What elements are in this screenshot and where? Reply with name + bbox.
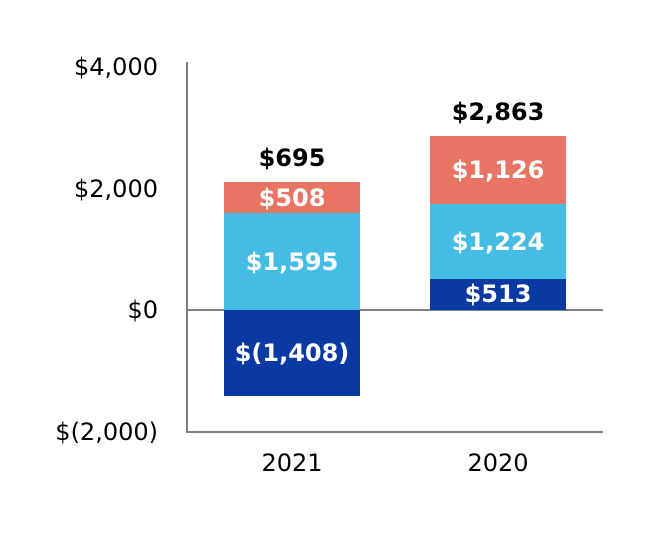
bar-2021-coral-segment	[224, 182, 360, 214]
bar-2021-sky-segment	[224, 213, 360, 310]
y-tick-label: $2,000	[74, 174, 158, 203]
zero-baseline	[186, 309, 603, 311]
y-tick-label: $4,000	[74, 53, 158, 81]
bar-2020-sky-segment	[430, 204, 566, 279]
x-axis-bottom-line	[186, 430, 603, 433]
x-category-label: 2021	[261, 449, 323, 477]
segment-value-label: $1,595	[245, 247, 339, 276]
segment-value-label: $508	[258, 183, 326, 212]
segment-value-label: $1,224	[451, 227, 545, 256]
bar-2021-navy-segment	[224, 310, 360, 396]
x-category-label: 2020	[467, 449, 529, 477]
segment-value-label: $(1,408)	[234, 338, 350, 367]
bar-total-label: $2,863	[451, 98, 545, 127]
y-axis-line	[186, 62, 188, 433]
bar-2020-coral-segment	[430, 136, 566, 205]
segment-value-label: $1,126	[451, 156, 545, 185]
y-tick-label: $0	[127, 296, 158, 324]
segment-value-label: $513	[464, 280, 532, 309]
bar-2020-navy-segment	[430, 278, 566, 310]
y-tick-label: $(2,000)	[55, 417, 158, 446]
bar-total-label: $695	[258, 144, 326, 173]
